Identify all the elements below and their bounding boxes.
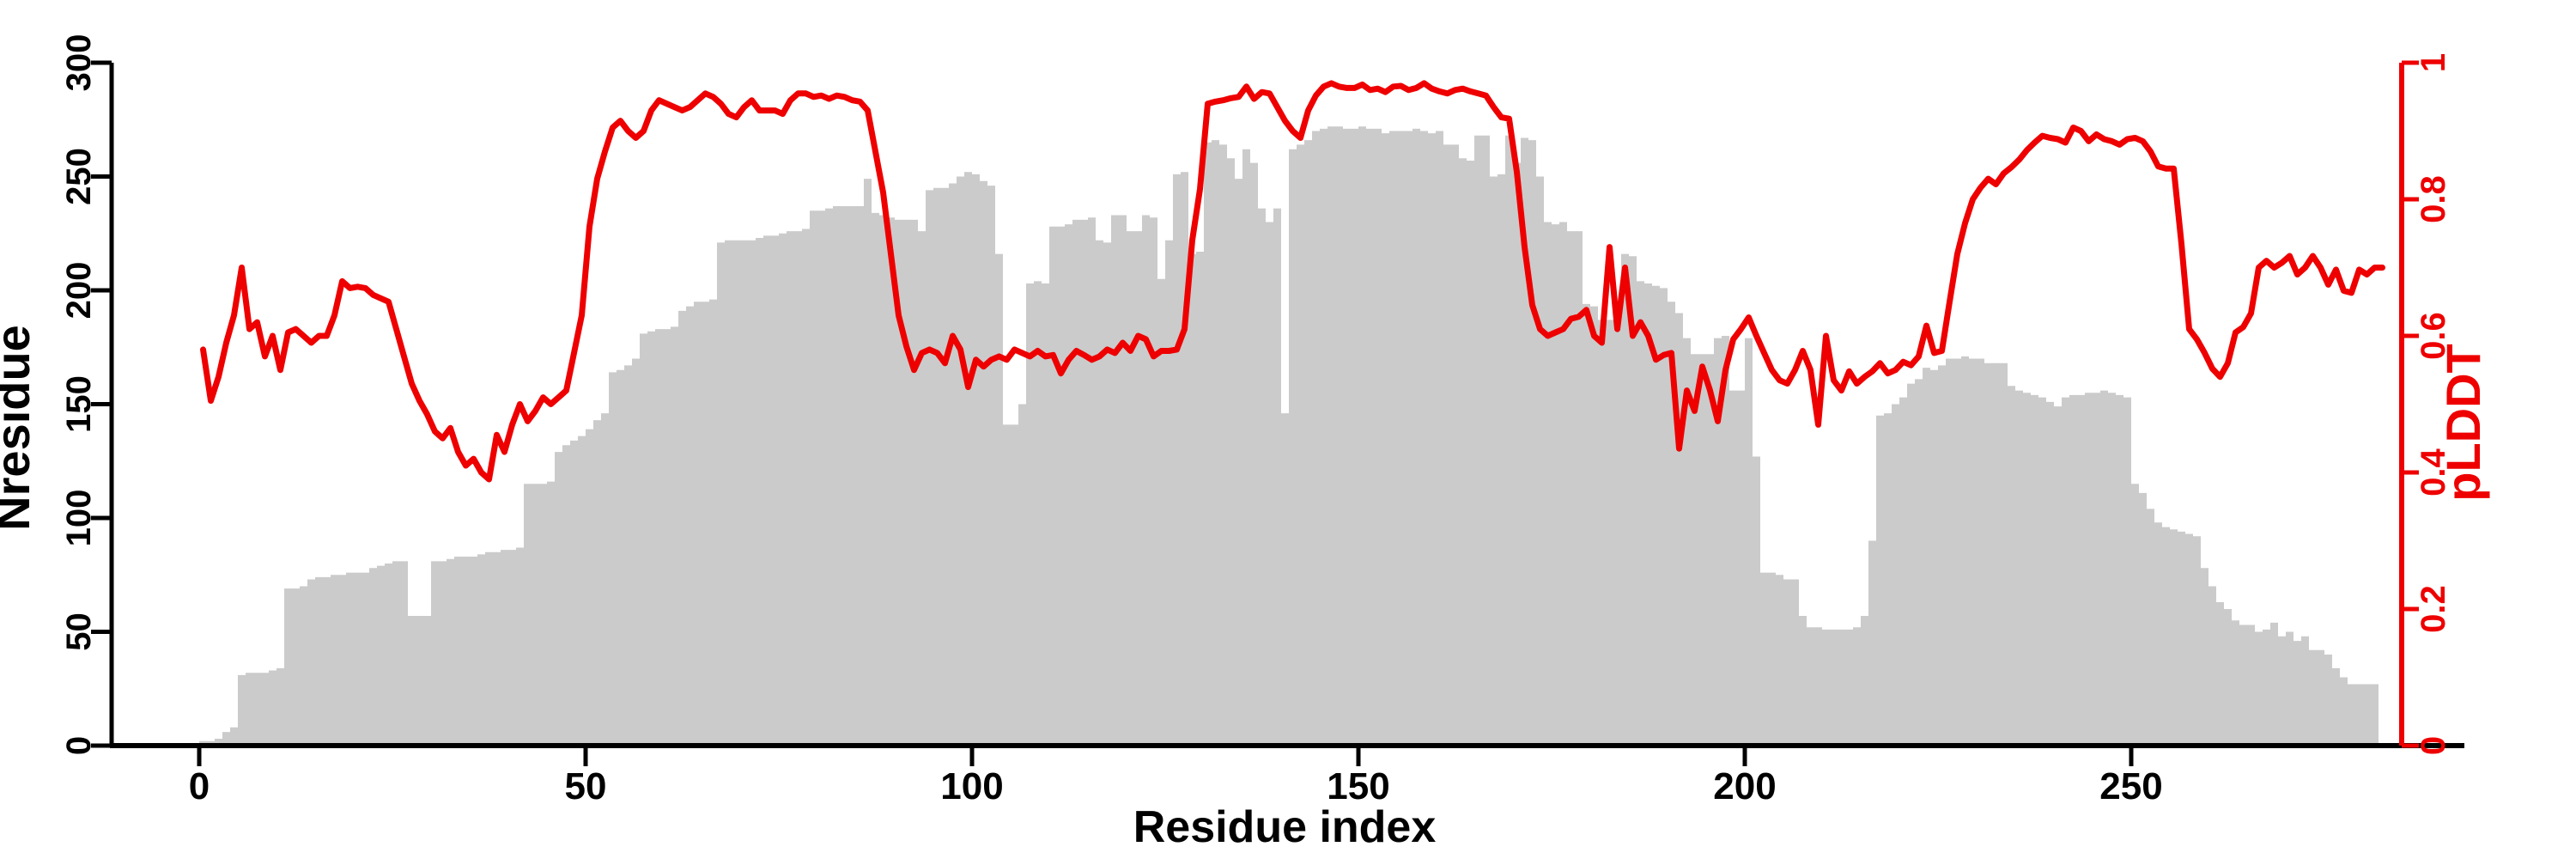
left-tick-label: 100 [60,490,98,547]
plddt-line [200,80,2385,483]
x-tick-label: 50 [565,765,607,807]
nresidue-bars [199,126,2379,746]
x-tick-label: 150 [1327,765,1389,807]
left-tick-label: 200 [60,262,98,320]
right-tick-label: 0.4 [2415,448,2452,496]
left-tick-label: 250 [60,148,98,205]
right-tick-label: 0.8 [2415,175,2452,223]
nresidue-histogram-area [199,126,2379,746]
x-axis-title: Residue index [1133,802,1437,852]
right-tick-label: 1 [2415,53,2452,72]
x-tick-label: 250 [2099,765,2162,807]
x-tick-label: 100 [940,765,1003,807]
left-tick-label: 0 [60,736,98,755]
tick-labels: 0 50 100 150 200 250 300 0 50 100 150 200 250 0 0.2 0.4… [60,34,2452,807]
left-tick-label: 50 [60,612,98,651]
right-tick-label: 0.2 [2415,585,2452,633]
left-tick-label: 300 [60,34,98,92]
right-tick-label: 0 [2415,736,2452,755]
right-tick-label: 0.6 [2415,312,2452,360]
x-tick-label: 0 [189,765,210,807]
y-axis-title-left: Nresidue [0,325,39,531]
y-axis-title-right: pLDDT [2436,344,2490,502]
left-tick-label: 150 [60,375,98,433]
x-tick-label: 200 [1713,765,1776,807]
